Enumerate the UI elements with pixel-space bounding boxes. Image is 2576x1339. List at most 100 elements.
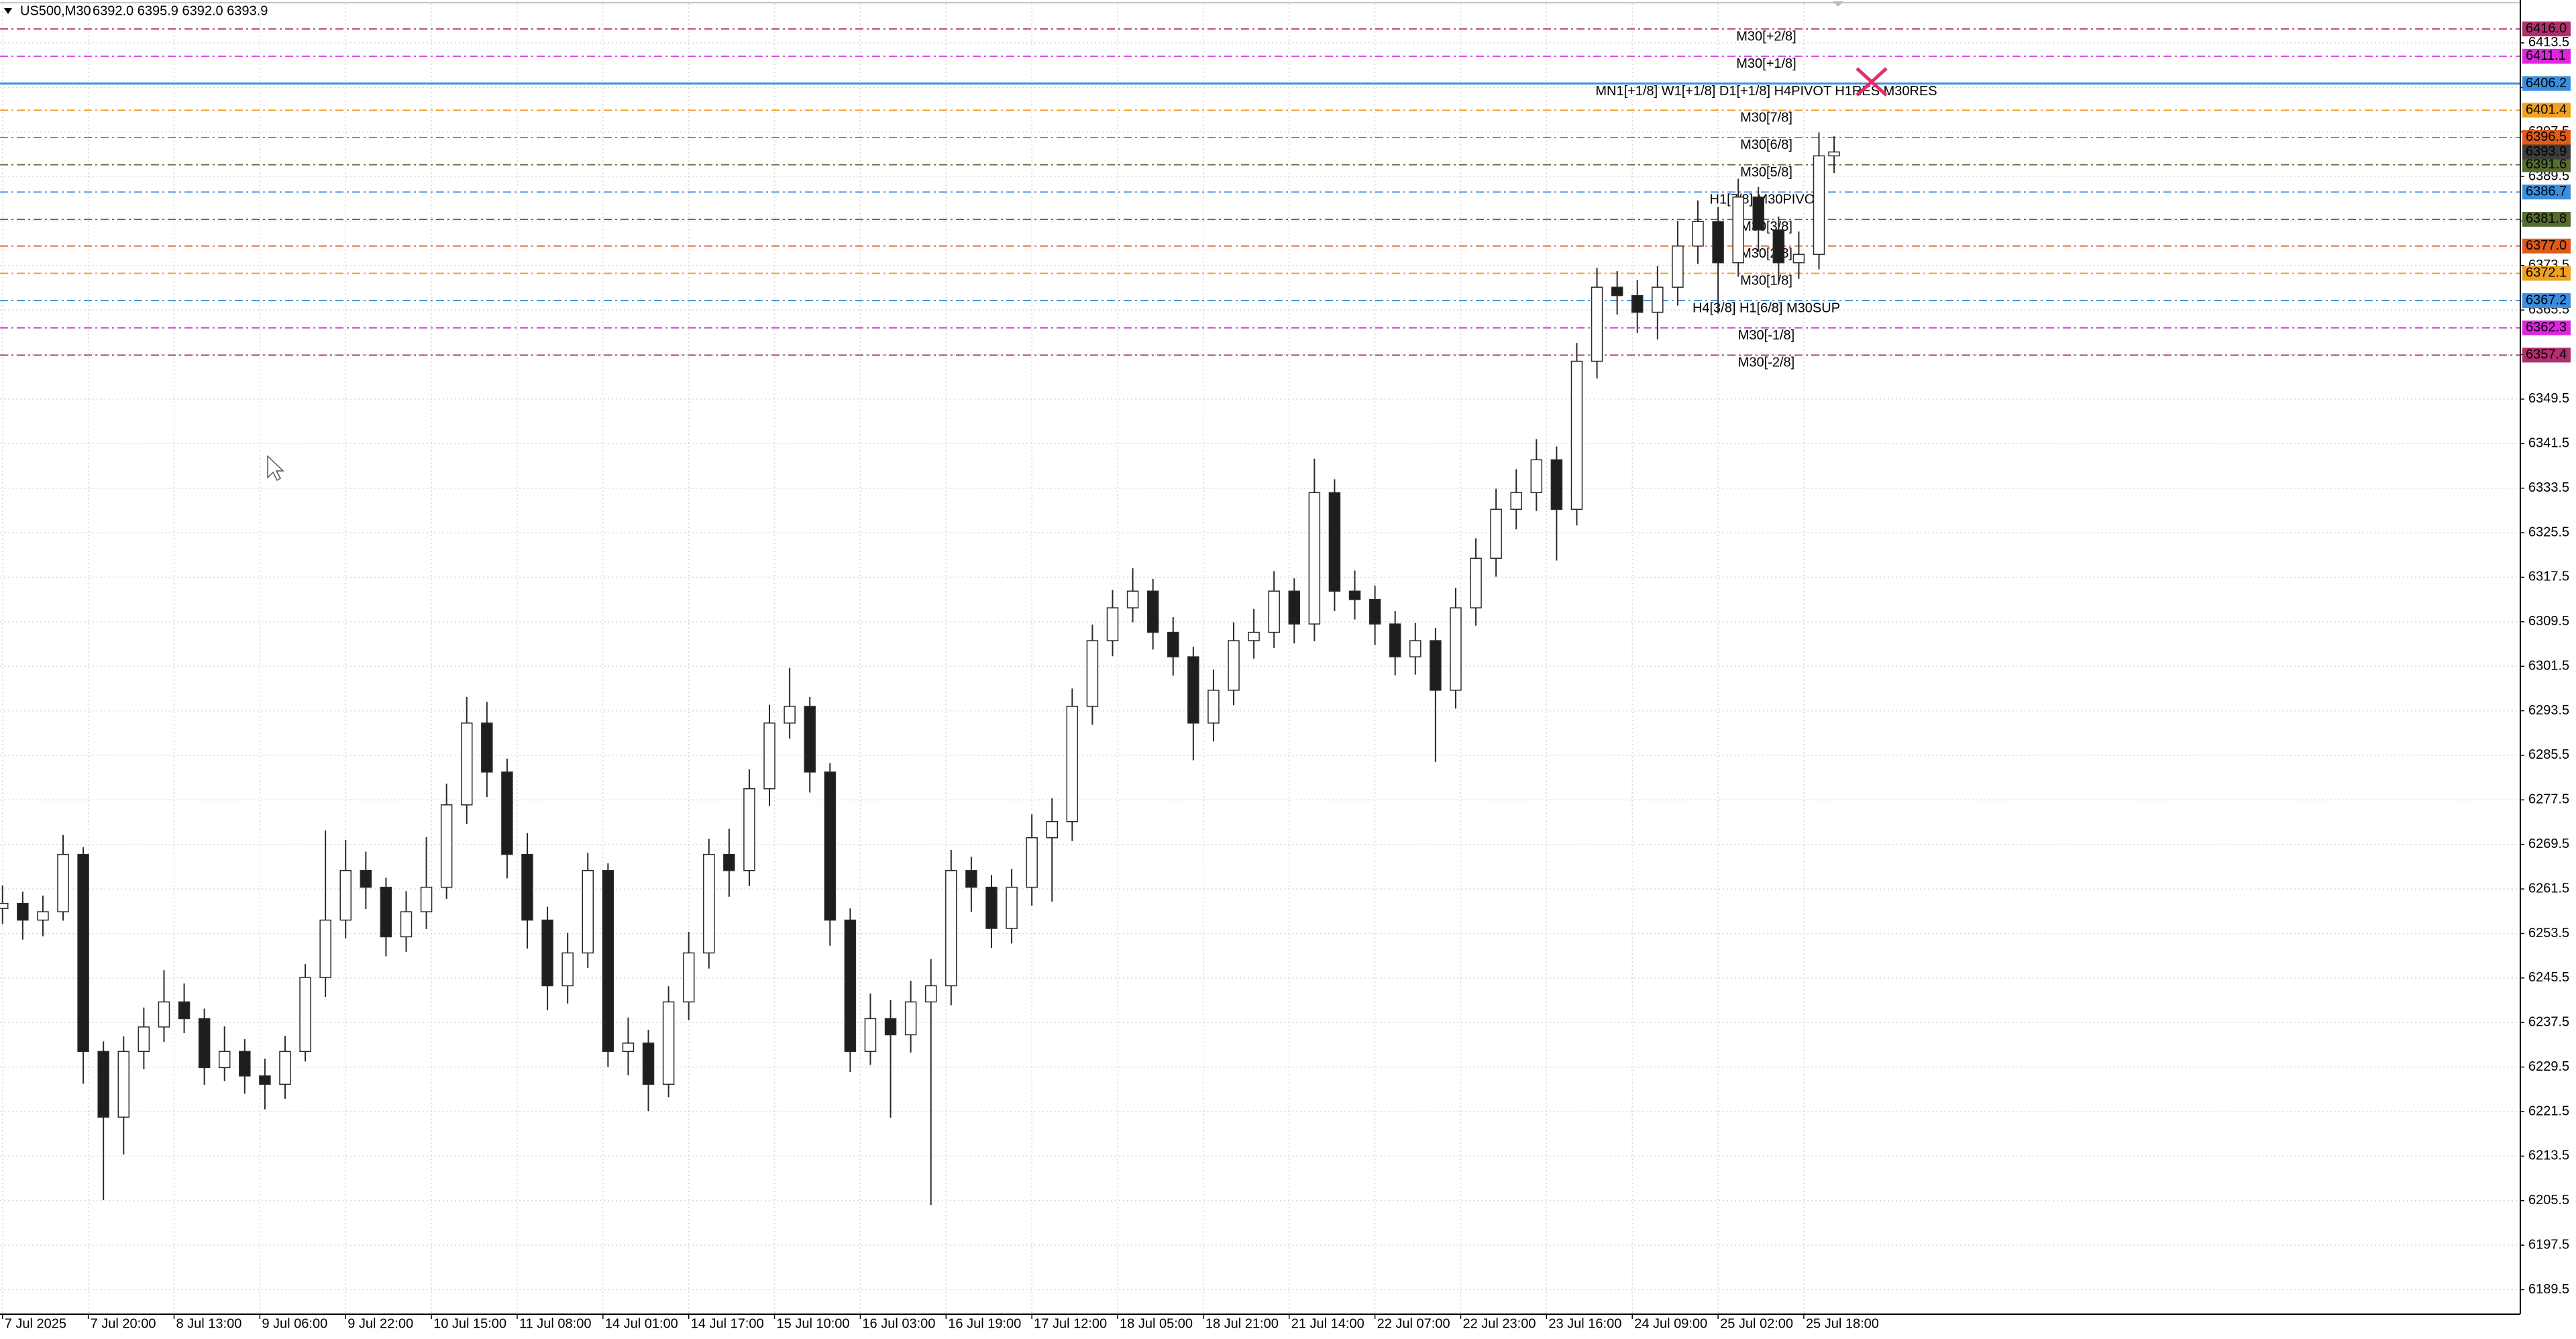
y-tick-label: 6341.5 xyxy=(2528,436,2569,451)
candle-body xyxy=(1086,640,1099,707)
candle-body xyxy=(561,952,574,987)
price-badge xyxy=(2522,129,2571,145)
candle-body xyxy=(440,804,453,888)
menu-arrow[interactable] xyxy=(4,8,12,14)
y-tick-label: 6333.5 xyxy=(2528,480,2569,495)
candle-body xyxy=(400,911,413,938)
candle-body xyxy=(1026,837,1038,888)
level-label: M30[1/8] xyxy=(1740,274,1792,288)
candle-body xyxy=(864,1018,877,1053)
price-badge-label: 6377.0 xyxy=(2526,238,2567,253)
candle-body xyxy=(117,1051,130,1118)
candle-body xyxy=(1828,151,1840,157)
candle-body xyxy=(259,1075,271,1085)
candle-body xyxy=(1712,221,1724,264)
candle-body xyxy=(1308,492,1321,625)
price-badge-label: 6367.2 xyxy=(2526,292,2567,307)
candle-body xyxy=(319,919,331,978)
candles-layer xyxy=(0,132,1840,1206)
candle-body xyxy=(1591,286,1603,362)
price-badge xyxy=(2522,211,2571,227)
candle-body xyxy=(17,902,29,921)
candle-body xyxy=(763,722,775,790)
levels-layer: M30[+2/8] M30[+1/8] MN1[+1/8] W1[+1/8] D1[… xyxy=(0,28,2520,370)
y-tick-label: 6261.5 xyxy=(2528,881,2569,896)
candle-body xyxy=(1409,640,1421,657)
candle-body xyxy=(339,869,352,921)
price-badge-label: 6372.1 xyxy=(2526,266,2567,280)
y-tick-label: 6197.5 xyxy=(2528,1237,2569,1252)
candle-body xyxy=(1167,631,1179,657)
candle-body xyxy=(460,722,473,806)
candle-body xyxy=(420,886,433,912)
candle-body xyxy=(299,977,311,1053)
candle-body xyxy=(1066,706,1079,822)
candle-body xyxy=(541,919,553,987)
price-badge xyxy=(2522,103,2571,118)
candle-body xyxy=(723,853,735,871)
y-tick-label: 6309.5 xyxy=(2528,614,2569,629)
x-tick-label: 22 Jul 23:00 xyxy=(1462,1316,1536,1331)
candle-body xyxy=(1450,607,1462,691)
y-tick-label: 6237.5 xyxy=(2528,1015,2569,1030)
price-badge-label: 6416.0 xyxy=(2526,21,2567,36)
x-tick-label: 7 Jul 2025 xyxy=(5,1316,66,1331)
level-label: H1[7/8] M30PIVOT xyxy=(1710,193,1823,207)
grid-layer xyxy=(0,3,2520,1314)
x-tick-label: 16 Jul 19:00 xyxy=(948,1316,1021,1331)
level-label: M30[2/8] xyxy=(1740,246,1792,261)
price-badge-label: 6411.1 xyxy=(2526,48,2566,63)
x-tick-label: 25 Jul 18:00 xyxy=(1806,1316,1879,1331)
candle-body xyxy=(77,853,89,1053)
candle-body xyxy=(158,1001,170,1028)
y-tick-label: 6221.5 xyxy=(2528,1104,2569,1118)
candle-body xyxy=(239,1051,251,1077)
candle-body xyxy=(0,902,9,909)
y-tick-label: 6349.5 xyxy=(2528,391,2569,406)
price-badge xyxy=(2522,238,2571,254)
candle-body xyxy=(1692,221,1704,247)
candle-body xyxy=(1813,155,1825,255)
x-tick-label: 14 Jul 17:00 xyxy=(691,1316,764,1331)
candle-body xyxy=(1652,286,1664,313)
price-badge xyxy=(2522,76,2571,91)
y-tick-label: 6269.5 xyxy=(2528,837,2569,851)
candle-body xyxy=(1228,640,1240,691)
price-badge xyxy=(2522,144,2571,160)
y-tick-label: 6285.5 xyxy=(2528,747,2569,762)
x-tick-label: 9 Jul 06:00 xyxy=(262,1316,327,1331)
candle-body xyxy=(703,853,715,954)
y-tick-label: 6253.5 xyxy=(2528,926,2569,941)
y-tick-label: 6413.5 xyxy=(2528,35,2569,50)
candle-body xyxy=(1288,590,1301,625)
candle-body xyxy=(904,1001,917,1036)
price-badge-label: 6396.5 xyxy=(2526,129,2567,144)
x-tick-label: 8 Jul 13:00 xyxy=(176,1316,241,1331)
level-label: M30[-1/8] xyxy=(1738,328,1794,343)
price-badge-label: 6386.7 xyxy=(2526,184,2567,199)
candle-body xyxy=(1106,607,1119,641)
candle-body xyxy=(501,771,513,855)
candle-body xyxy=(198,1018,211,1069)
candle-body xyxy=(1672,246,1684,288)
candle-body xyxy=(844,919,857,1053)
candle-body xyxy=(682,952,695,1003)
candle-body xyxy=(1248,631,1260,641)
y-tick-label: 6277.5 xyxy=(2528,792,2569,807)
candle-body xyxy=(380,886,392,938)
level-label: M30[7/8] xyxy=(1740,111,1792,125)
candle-body xyxy=(804,706,816,773)
candle-body xyxy=(1470,557,1482,608)
x-tick-label: 10 Jul 15:00 xyxy=(433,1316,506,1331)
candle-body xyxy=(1752,196,1765,231)
candle-body xyxy=(622,1042,635,1053)
y-tick-label: 6229.5 xyxy=(2528,1059,2569,1074)
x-tick-label: 16 Jul 03:00 xyxy=(862,1316,935,1331)
candle-body xyxy=(1792,254,1805,264)
level-label: M30[+1/8] xyxy=(1736,56,1796,71)
price-badge-label: 6381.8 xyxy=(2526,211,2567,226)
candle-body xyxy=(824,771,837,921)
